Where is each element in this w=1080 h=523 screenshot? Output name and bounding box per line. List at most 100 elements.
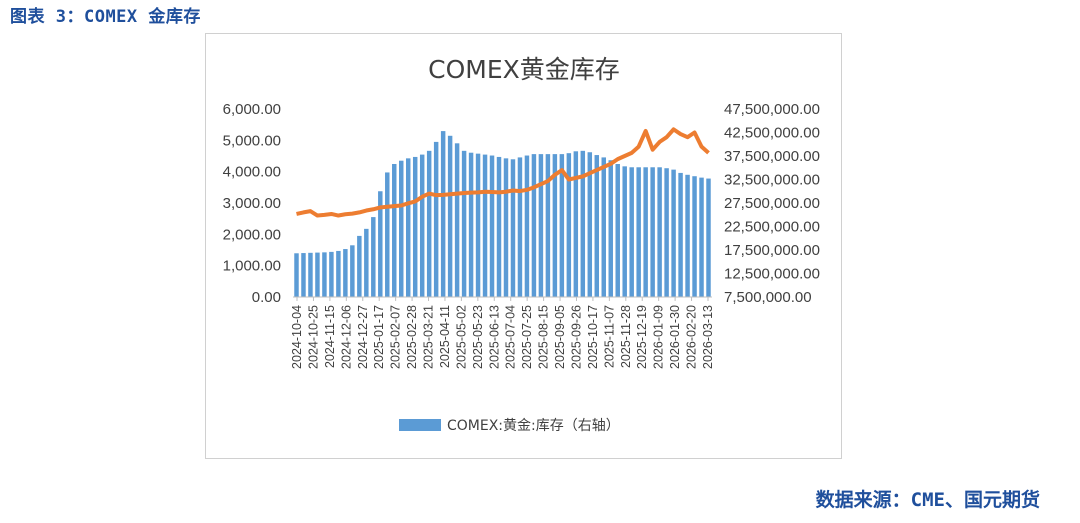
x-tick-label: 2026-01-09: [652, 305, 666, 369]
right-axis-ticks: 47,500,000.00 42,500,000.00 37,500,000.00 3…: [724, 101, 820, 306]
bar: [350, 245, 355, 297]
bar: [426, 150, 432, 297]
bar: [496, 156, 502, 297]
left-tick-label: 3,000.00: [223, 195, 281, 212]
legend-label: COMEX:黄金:库存（右轴）: [447, 417, 620, 434]
figure-caption: 图表 3：COMEX 金库存: [10, 7, 201, 27]
bar: [678, 172, 683, 297]
x-tick-label: 2026-02-20: [685, 305, 699, 369]
legend-swatch: [399, 419, 441, 431]
bar: [657, 167, 662, 297]
x-tick-label: 2025-04-11: [438, 305, 452, 368]
bar: [461, 150, 467, 297]
x-tick-label: 2025-09-05: [553, 305, 567, 369]
bar: [378, 191, 383, 297]
left-axis-ticks: 6,000.00 5,000.00 4,000.00 3,000.00 2,000.00…: [223, 101, 281, 306]
right-tick-label: 32,500,000.00: [724, 172, 820, 189]
bar: [385, 172, 390, 297]
bar: [699, 177, 704, 297]
x-tick-label: 2025-09-26: [569, 305, 583, 369]
bar: [636, 167, 641, 297]
source-note: 数据来源：CME、国元期货: [815, 489, 1040, 511]
bar-series: [294, 131, 711, 297]
x-tick-label: 2025-03-21: [422, 305, 436, 369]
left-tick-label: 4,000.00: [223, 164, 281, 181]
bar: [601, 157, 606, 297]
bar: [615, 163, 620, 297]
chart-container: COMEX黄金库存 6,000.00 5,000.00 4,000.00 3,000.…: [205, 33, 842, 459]
bar: [433, 141, 439, 297]
left-tick-label: 0.00: [252, 289, 281, 306]
bar: [559, 154, 565, 297]
bar: [343, 249, 348, 297]
bar: [706, 178, 711, 297]
bar: [482, 154, 488, 297]
chart-title: COMEX黄金库存: [428, 55, 620, 84]
right-tick-label: 42,500,000.00: [724, 125, 820, 142]
x-tick-label: 2025-02-28: [405, 305, 419, 369]
bar: [594, 155, 600, 297]
left-tick-label: 6,000.00: [223, 101, 281, 118]
x-tick-label: 2026-03-13: [701, 305, 715, 369]
x-tick-label: 2025-07-25: [520, 305, 534, 369]
bar: [685, 174, 690, 297]
x-tick-label: 2025-05-02: [454, 305, 468, 369]
x-tick-label: 2025-12-19: [635, 305, 649, 369]
x-tick-label: 2024-12-27: [356, 305, 370, 369]
bar: [329, 251, 334, 297]
bar: [419, 154, 425, 297]
x-tick-label: 2025-11-07: [602, 305, 616, 368]
x-tick-label: 2025-05-23: [471, 305, 485, 369]
bar: [580, 150, 586, 297]
bar: [475, 153, 481, 297]
bar: [566, 153, 572, 297]
bar: [538, 154, 544, 297]
right-tick-label: 22,500,000.00: [724, 219, 820, 236]
bar: [650, 167, 655, 297]
x-tick-label: 2025-11-28: [619, 305, 633, 368]
bar: [503, 158, 509, 297]
bar: [308, 252, 313, 297]
bar: [608, 160, 613, 297]
x-tick-label: 2024-10-25: [306, 305, 320, 369]
x-tick-label: 2025-07-04: [504, 305, 518, 369]
bar: [301, 253, 306, 297]
x-tick-label: 2024-10-04: [290, 305, 304, 369]
x-tick-label: 2025-08-15: [537, 305, 551, 369]
bar: [315, 252, 320, 297]
bar: [664, 168, 669, 297]
bar: [643, 167, 648, 297]
bar: [489, 155, 495, 297]
x-tick-label: 2026-01-30: [668, 305, 682, 369]
bar: [371, 217, 376, 297]
x-tick-label: 2025-06-13: [487, 305, 501, 369]
bar: [399, 160, 404, 297]
chart-svg: COMEX黄金库存 6,000.00 5,000.00 4,000.00 3,000.…: [223, 55, 820, 434]
bar: [510, 159, 516, 297]
bar: [336, 250, 341, 297]
bar: [587, 152, 593, 297]
left-tick-label: 1,000.00: [223, 258, 281, 275]
bar: [454, 143, 460, 297]
bar: [545, 154, 551, 297]
x-tick-label: 2025-01-17: [372, 305, 386, 369]
x-tick-label: 2024-11-15: [323, 305, 337, 368]
right-tick-label: 47,500,000.00: [724, 101, 820, 118]
bar: [357, 235, 362, 297]
bar: [671, 169, 676, 297]
right-tick-label: 7,500,000.00: [724, 289, 812, 306]
bar: [440, 131, 446, 297]
line-path: [296, 127, 710, 218]
bar: [364, 228, 369, 297]
legend[interactable]: COMEX:黄金:库存（右轴）: [399, 417, 620, 434]
x-tick-label: 2025-10-17: [586, 305, 600, 369]
bar: [573, 151, 579, 297]
line-series: [296, 127, 710, 218]
bar: [392, 163, 397, 297]
right-tick-label: 27,500,000.00: [724, 195, 820, 212]
bar: [468, 152, 474, 297]
bar: [629, 167, 634, 297]
bar: [531, 154, 537, 297]
bar: [552, 154, 558, 297]
right-tick-label: 12,500,000.00: [724, 266, 820, 283]
